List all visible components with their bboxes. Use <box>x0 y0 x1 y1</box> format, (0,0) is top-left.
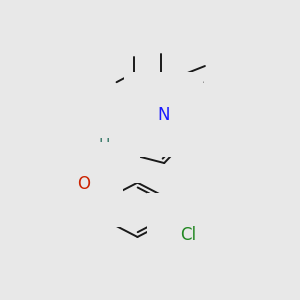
Text: N: N <box>98 128 110 143</box>
Text: H: H <box>98 138 110 153</box>
Text: O: O <box>77 175 90 193</box>
Text: Cl: Cl <box>181 226 197 244</box>
Text: H: H <box>92 133 103 148</box>
Text: N: N <box>157 106 170 124</box>
